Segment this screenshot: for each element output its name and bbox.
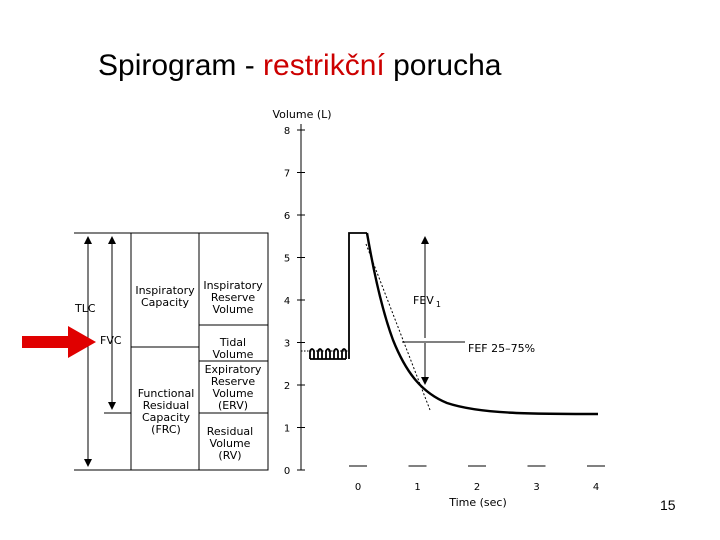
x-tick-label: 4 [593, 482, 599, 493]
frc-label-line1: Functional [138, 387, 195, 400]
x-tick-label: 2 [474, 482, 480, 493]
forced-expiration-curve [348, 232, 599, 416]
fef-tangent-dotted [365, 243, 431, 411]
volume-labels: TLC FVC Inspiratory Capacity Inspiratory… [74, 279, 263, 462]
y-tick-label: 0 [284, 466, 290, 477]
erv-label-line3: Volume [213, 387, 254, 400]
page-number: 15 [660, 497, 676, 513]
red-arrow-shaft [22, 336, 70, 348]
erv-label-line2: Reserve [211, 375, 255, 388]
frc-label-line2: Residual [143, 399, 189, 412]
fev1-label-main: FEV [413, 294, 434, 307]
y-tick-label: 4 [284, 296, 290, 307]
irv-label-line3: Volume [213, 303, 254, 316]
y-tick-label: 1 [284, 424, 290, 435]
red-arrow-head [68, 326, 96, 358]
irv-label-line1: Inspiratory [203, 279, 263, 292]
frc-label-line3: Capacity [142, 411, 191, 424]
red-arrow-indicator [22, 326, 96, 358]
y-ticks: 8 7 6 5 4 3 2 1 0 [284, 126, 305, 477]
fvc-label: FVC [100, 334, 122, 347]
title-highlight: restrikční [263, 49, 385, 82]
fev-arrows [402, 236, 465, 385]
x-tick-label: 1 [414, 482, 420, 493]
frc-label-line4: (FRC) [151, 423, 181, 436]
tidal-label-line2: Volume [213, 348, 254, 361]
fef-label: FEF 25–75% [468, 342, 535, 355]
ic-label-line2: Capacity [141, 296, 190, 309]
tidal-breathing-trace [309, 348, 347, 360]
expiration-curve [365, 232, 599, 416]
erv-label-line4: (ERV) [218, 399, 248, 412]
x-ticks: 0 1 2 3 4 [355, 482, 599, 493]
lung-volume-boxes [130, 232, 269, 471]
y-tick-label: 3 [284, 339, 290, 350]
x-axis: 0 1 2 3 4 Time (sec) [349, 465, 605, 509]
fev1-label: FEV 1 [413, 294, 441, 309]
rv-label-line2: Volume [210, 437, 251, 450]
title-prefix: Spirogram - [98, 49, 264, 82]
erv-label-line1: Expiratory [205, 363, 262, 376]
y-tick-label: 2 [284, 381, 290, 392]
y-tick-label: 6 [284, 211, 290, 222]
y-tick-label: 7 [284, 169, 290, 180]
slide-title: Spirogram - restrikční porucha [98, 49, 501, 83]
x-axis-title: Time (sec) [448, 496, 507, 509]
irv-label-line2: Reserve [211, 291, 255, 304]
x-tick-label: 0 [355, 482, 361, 493]
rv-label-line3: (RV) [218, 449, 241, 462]
tidal-breathing [301, 348, 349, 360]
tidal-label-line1: Tidal [219, 336, 246, 349]
ic-label-line1: Inspiratory [135, 284, 195, 297]
title-suffix: porucha [384, 49, 502, 82]
y-tick-label: 8 [284, 126, 290, 137]
x-tick-label: 3 [533, 482, 539, 493]
inspiration-step [348, 232, 367, 359]
y-axis: Volume (L) 8 7 6 5 4 3 2 1 0 [272, 108, 331, 477]
y-axis-title: Volume (L) [272, 108, 331, 121]
tlc-label: TLC [74, 302, 96, 315]
capacity-arrows [74, 232, 131, 471]
fev1-label-subscript: 1 [436, 300, 441, 309]
y-tick-label: 5 [284, 254, 290, 265]
rv-label-line1: Residual [207, 425, 253, 438]
